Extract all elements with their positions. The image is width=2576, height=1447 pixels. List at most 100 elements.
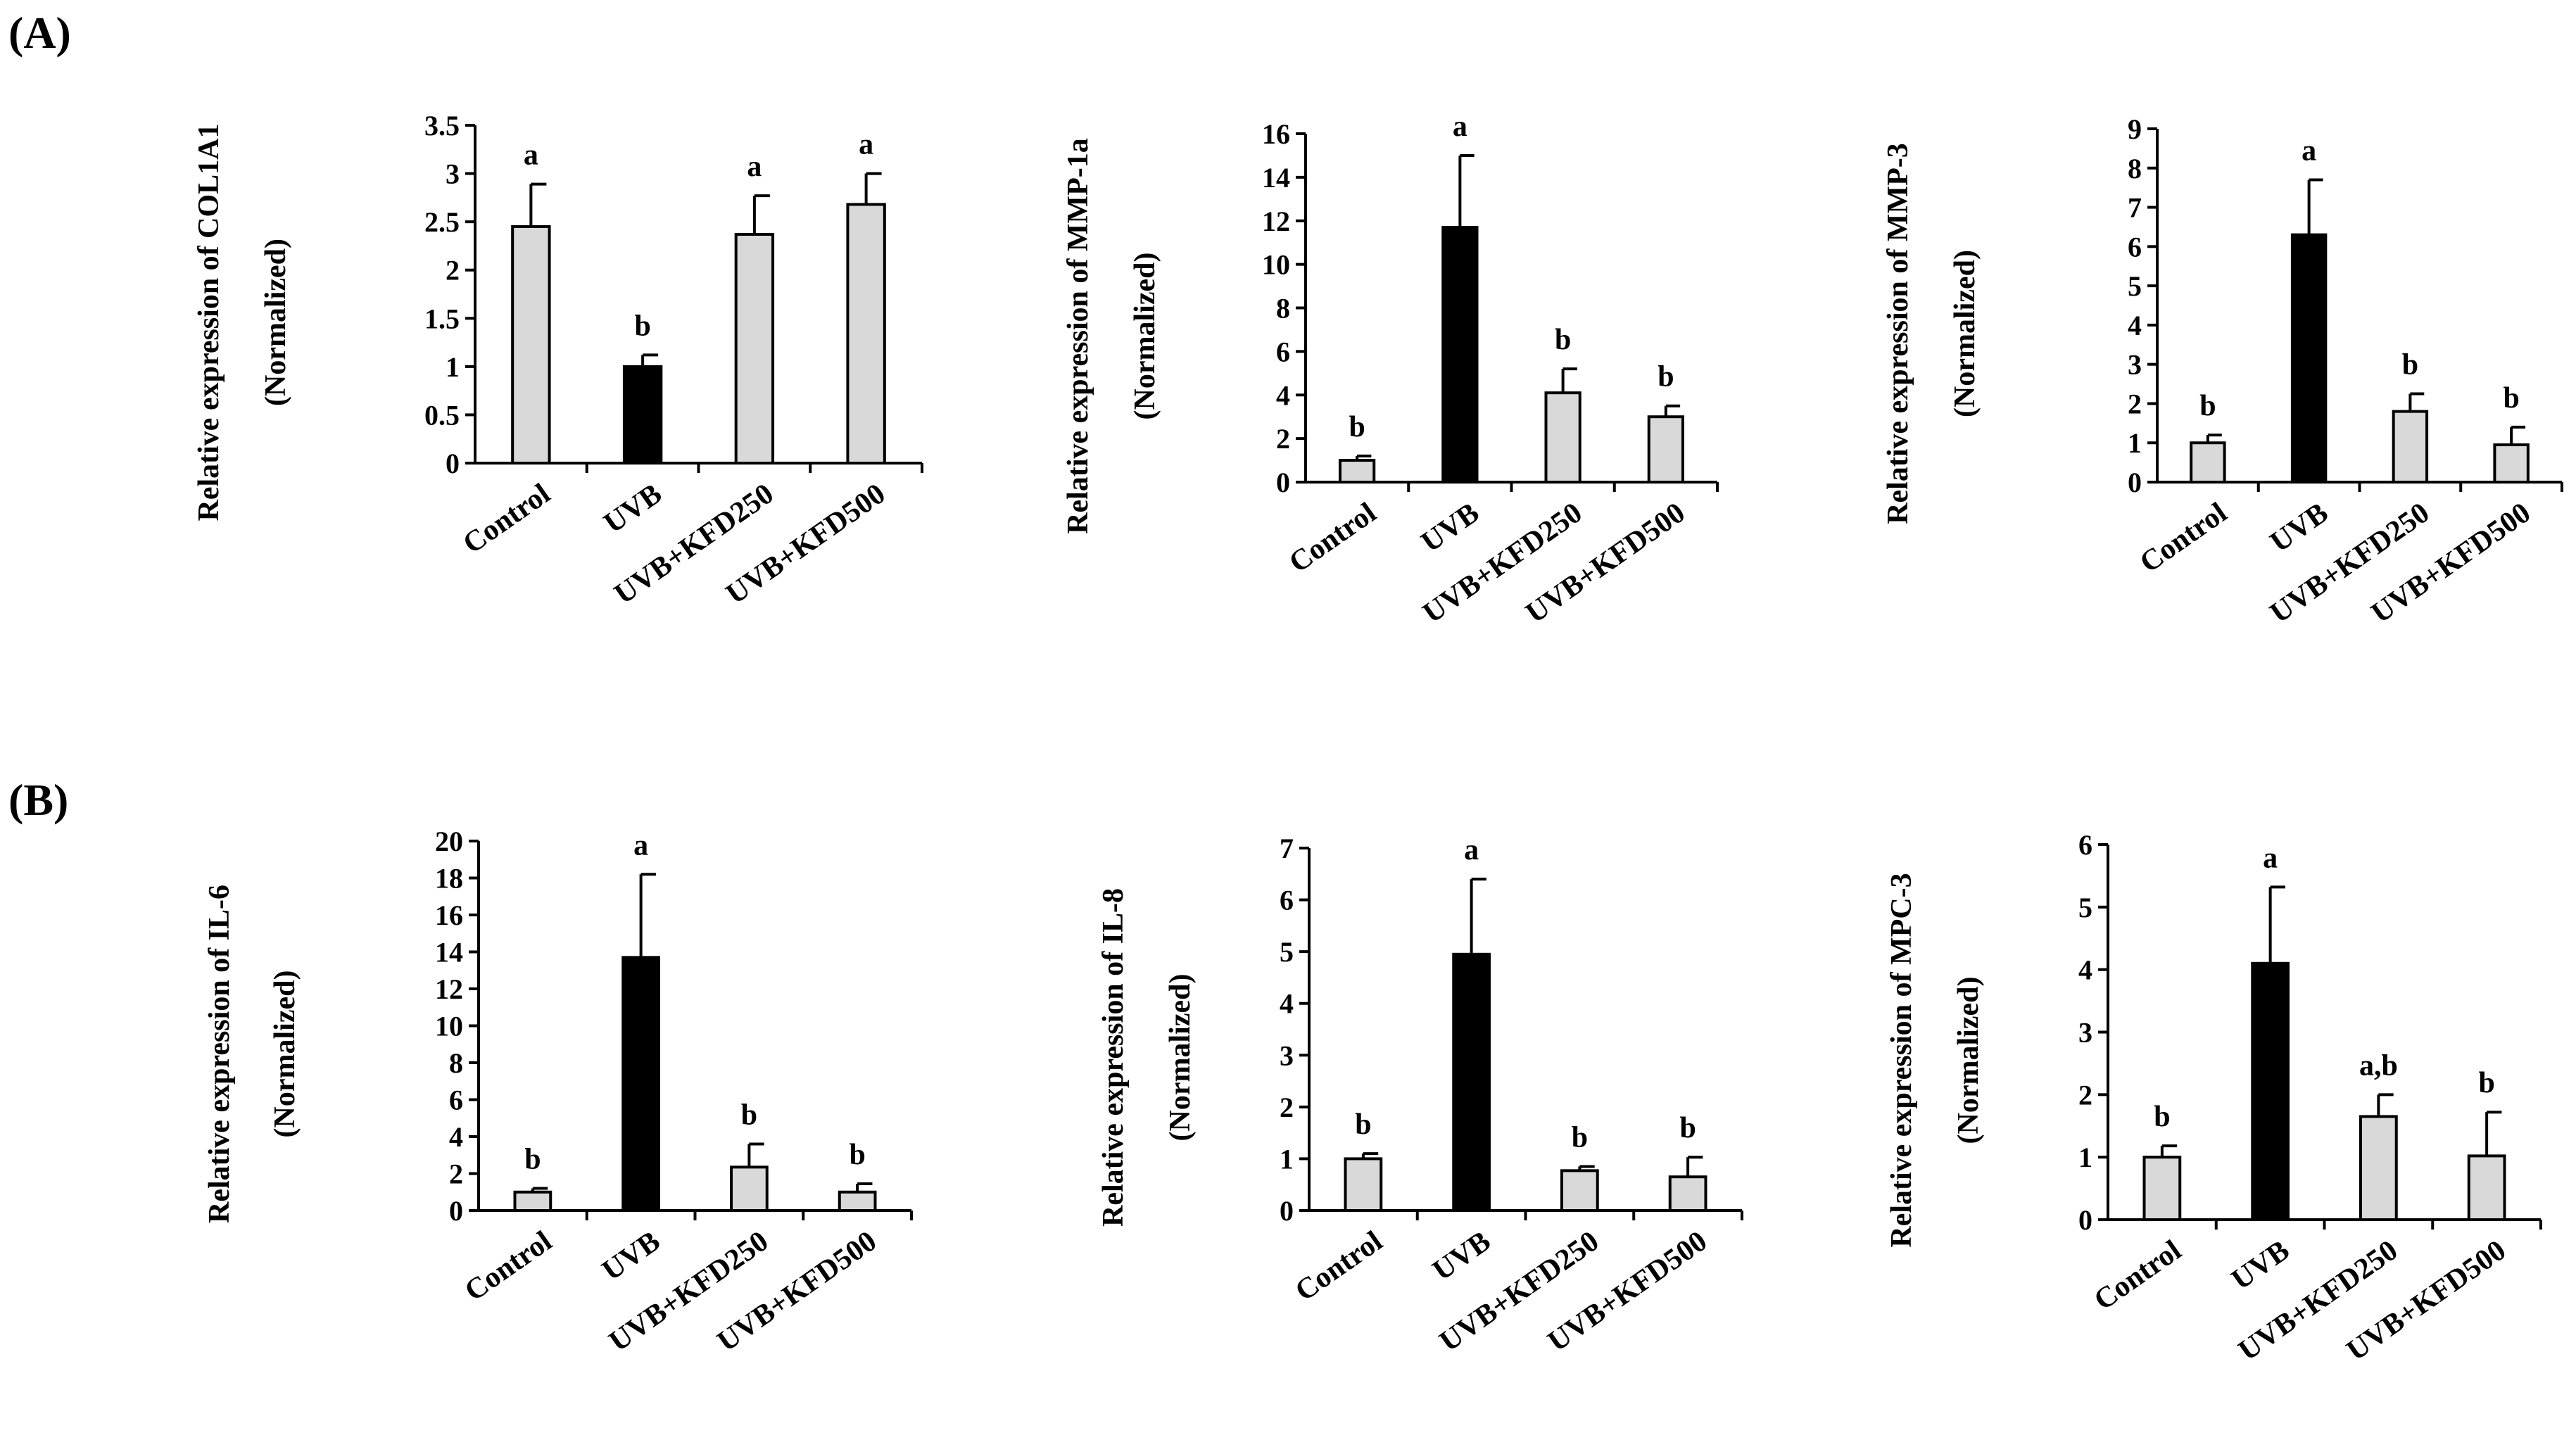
x-category-label: UVB: [596, 1225, 666, 1288]
chart-2: 0 2 4 6 8 10 12 14 16 Relative expression of MMP-…: [1062, 110, 1719, 630]
bar-control: [2142, 1156, 2182, 1221]
y-tick-label: 4: [1276, 379, 1290, 411]
y-tick-label: 3.5: [424, 110, 460, 141]
y-tick-label: 7: [2128, 192, 2142, 224]
y-tick-label: 3: [2078, 1017, 2092, 1049]
chart-3: 0 1 2 3 4 5 6 7 8 9 Relative expression of MMP-3 (N…: [1882, 113, 2563, 630]
y-tick-label: 0.5: [424, 399, 460, 431]
significance-letter: b: [1555, 324, 1571, 356]
significance-letter: b: [1658, 361, 1674, 393]
significance-letter: b: [2503, 382, 2519, 415]
x-category-label: UVB: [2264, 497, 2334, 560]
x-category-label: UVB: [598, 478, 668, 541]
significance-letter: b: [1679, 1112, 1696, 1144]
significance-letter: b: [1572, 1121, 1588, 1154]
y-tick-label: 18: [435, 863, 463, 895]
y-tick-label: 7: [1280, 833, 1294, 864]
x-category-label: Control: [2088, 1234, 2187, 1318]
y-tick-label: 5: [2128, 270, 2142, 302]
y-tick-label: 5: [2078, 892, 2092, 923]
y-axis-label-normalized: (Normalized): [1952, 977, 1985, 1144]
significance-letter: a: [2302, 135, 2316, 168]
significance-letter: a: [633, 829, 648, 861]
y-tick-label: 5: [1280, 936, 1294, 968]
bar-uvb-kfd250: [2392, 410, 2429, 484]
chart-6: 0 1 2 3 4 5 6 Relative expression of MPC-3 (Norm…: [1886, 829, 2542, 1367]
y-tick-label: 0: [449, 1195, 463, 1227]
significance-letter: a: [747, 151, 762, 183]
bar-uvb-kfd500: [846, 203, 886, 465]
y-tick-label: 1: [1280, 1143, 1294, 1175]
chart-group: 0 0.5 1 1.5 2 2.5 3 3.5 Relative expression of C…: [193, 110, 2563, 1367]
y-axis-label: Relative expression of MMP-1a: [1062, 138, 1094, 534]
y-tick-label: 3: [2128, 349, 2142, 381]
y-tick-label: 6: [449, 1085, 463, 1116]
bar-control: [511, 225, 551, 465]
y-tick-label: 0: [1276, 467, 1290, 498]
significance-letter: a: [524, 139, 538, 172]
y-tick-label: 2: [1276, 423, 1290, 455]
bar-uvb-kfd500: [2467, 1154, 2506, 1222]
x-category-label: UVB: [1427, 1225, 1496, 1288]
y-tick-label: 0: [2078, 1204, 2092, 1236]
significance-letter: b: [2478, 1067, 2494, 1099]
x-category-label: Control: [457, 478, 556, 561]
significance-letter: b: [2402, 349, 2418, 381]
bar-uvb: [2290, 233, 2328, 484]
y-axis-label-normalized: (Normalized): [269, 971, 301, 1138]
y-tick-label: 12: [435, 973, 463, 1005]
y-tick-label: 1.5: [424, 303, 460, 334]
bar-uvb-kfd250: [2359, 1115, 2398, 1222]
y-tick-label: 1: [2078, 1142, 2092, 1173]
significance-letter: b: [634, 310, 650, 342]
y-tick-label: 0: [446, 448, 460, 479]
significance-letter: a: [859, 129, 873, 161]
y-tick-label: 8: [449, 1047, 463, 1079]
bar-control: [1338, 459, 1376, 484]
bar-uvb-kfd250: [1544, 391, 1581, 484]
significance-letter: b: [741, 1099, 757, 1132]
significance-letter: b: [849, 1139, 865, 1171]
y-axis-label-normalized: (Normalized): [1949, 250, 1981, 417]
y-tick-label: 14: [1262, 162, 1290, 194]
y-tick-label: 6: [2078, 829, 2092, 861]
bar-uvb-kfd250: [734, 232, 775, 465]
bar-uvb-kfd250: [730, 1165, 769, 1212]
x-category-label: Control: [459, 1225, 557, 1308]
y-axis-label-normalized: (Normalized): [260, 239, 292, 406]
y-tick-label: 6: [2128, 231, 2142, 263]
x-category-label: Control: [2134, 497, 2233, 580]
y-tick-label: 2: [1280, 1092, 1294, 1123]
x-category-label: UVB: [2225, 1234, 2295, 1297]
panel-label-a: (A): [8, 8, 71, 58]
y-tick-label: 6: [1276, 336, 1290, 367]
bar-uvb: [1452, 952, 1491, 1212]
y-axis-label-normalized: (Normalized): [1129, 253, 1161, 420]
bar-control: [513, 1190, 553, 1212]
y-tick-label: 10: [435, 1011, 463, 1042]
significance-letter: a,b: [2359, 1049, 2398, 1082]
chart-4: 0 2 4 6 8 10 12 14 16 18 20 Relative expression of …: [203, 826, 913, 1358]
y-tick-label: 9: [2128, 113, 2142, 145]
y-axis-label: Relative expression of COL1A1: [193, 123, 225, 521]
significance-letter: b: [2199, 390, 2216, 422]
y-tick-label: 4: [2128, 310, 2142, 341]
y-tick-label: 2: [449, 1158, 463, 1190]
y-tick-label: 2: [2128, 388, 2142, 419]
y-tick-label: 3: [1280, 1040, 1294, 1071]
y-tick-label: 16: [435, 899, 463, 931]
y-tick-label: 4: [2078, 954, 2092, 986]
x-category-label: Control: [1283, 497, 1382, 580]
bar-uvb-kfd500: [1647, 415, 1685, 484]
significance-letter: a: [1453, 110, 1467, 143]
significance-letter: b: [524, 1144, 541, 1176]
y-tick-label: 2: [446, 255, 460, 286]
y-tick-label: 0: [2128, 467, 2142, 498]
bar-uvb-kfd500: [1668, 1175, 1707, 1213]
y-tick-label: 2: [2078, 1079, 2092, 1111]
significance-letter: b: [1349, 411, 1365, 443]
y-tick-label: 1: [2128, 427, 2142, 459]
y-tick-label: 2.5: [424, 206, 460, 238]
y-tick-label: 20: [435, 826, 463, 857]
